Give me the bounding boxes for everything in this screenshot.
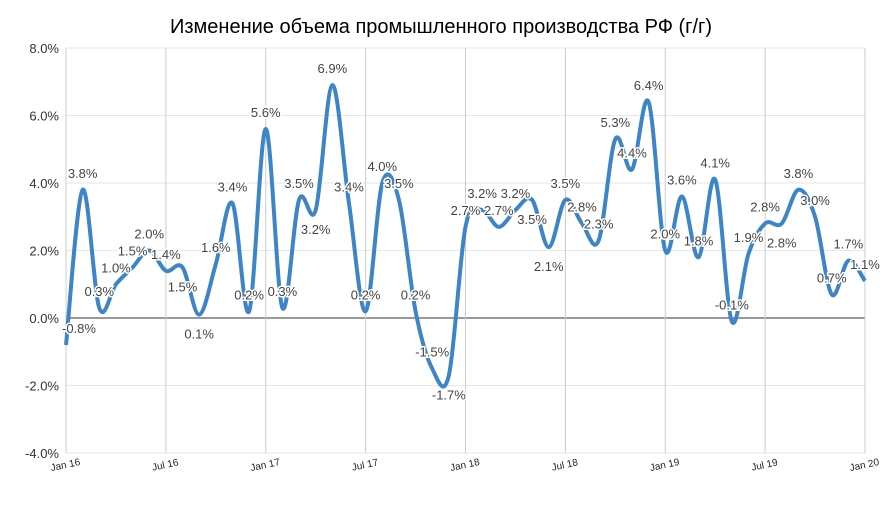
- data-label: 1.6%: [201, 240, 231, 255]
- x-tick-label: Jan 20: [849, 457, 881, 474]
- data-label: 1.5%: [168, 279, 198, 294]
- data-label: 3.2%: [301, 222, 331, 237]
- y-tick-label: 4.0%: [29, 176, 59, 191]
- data-label: 3.4%: [334, 179, 364, 194]
- data-label: 1.0%: [101, 260, 131, 275]
- y-tick-label: 0.0%: [29, 311, 59, 326]
- data-label: 0.3%: [84, 284, 114, 299]
- data-label: 1.8%: [684, 233, 714, 248]
- data-label: 3.8%: [68, 166, 98, 181]
- data-label: 6.9%: [318, 61, 348, 76]
- data-label: 0.2%: [234, 287, 264, 302]
- data-label: 3.5%: [284, 176, 314, 191]
- data-label: 1.9%: [734, 230, 764, 245]
- data-label: 3.0%: [800, 193, 830, 208]
- data-label: 0.3%: [268, 284, 298, 299]
- data-label: -0.1%: [715, 297, 749, 312]
- y-tick-label: 8.0%: [29, 41, 59, 56]
- data-label: 3.8%: [784, 166, 814, 181]
- data-label: 0.1%: [184, 327, 214, 342]
- data-label: 2.1%: [534, 259, 564, 274]
- data-label: 4.1%: [700, 156, 730, 171]
- y-tick-label: -4.0%: [25, 446, 59, 461]
- data-label: 4.0%: [367, 159, 397, 174]
- data-label: 5.3%: [600, 115, 630, 130]
- data-label: 3.5%: [384, 176, 414, 191]
- data-label: -1.7%: [432, 387, 466, 402]
- x-tick-label: Jul 16: [151, 457, 180, 473]
- x-tick-label: Jan 17: [249, 457, 281, 474]
- data-label: 2.3%: [584, 216, 614, 231]
- data-label: 0.2%: [351, 287, 381, 302]
- data-label: 0.7%: [817, 270, 847, 285]
- data-label: 2.0%: [650, 227, 680, 242]
- y-tick-label: 2.0%: [29, 244, 59, 259]
- data-label: 5.6%: [251, 105, 281, 120]
- data-label: 2.7%: [484, 203, 514, 218]
- data-label: 3.2%: [467, 186, 497, 201]
- data-label: 2.8%: [767, 236, 797, 251]
- data-label: 4.4%: [617, 146, 647, 161]
- data-label: 0.2%: [401, 287, 431, 302]
- data-label: 2.0%: [134, 227, 164, 242]
- x-tick-label: Jul 18: [551, 457, 580, 473]
- y-tick-label: -2.0%: [25, 379, 59, 394]
- data-label: 2.8%: [750, 200, 780, 215]
- data-label: 3.5%: [517, 212, 547, 227]
- x-tick-label: Jan 19: [649, 457, 681, 474]
- data-label: 1.4%: [151, 247, 181, 262]
- data-label: 6.4%: [634, 78, 664, 93]
- data-label: 2.7%: [451, 203, 481, 218]
- data-label: 1.5%: [118, 243, 148, 258]
- data-label: 3.5%: [551, 176, 581, 191]
- data-label: -0.8%: [62, 321, 96, 336]
- y-tick-label: 6.0%: [29, 109, 59, 124]
- data-label: 3.4%: [218, 179, 248, 194]
- data-label: 3.2%: [501, 186, 531, 201]
- x-tick-label: Jan 18: [449, 457, 481, 474]
- data-label: 1.1%: [850, 257, 880, 272]
- series-line: [64, 83, 867, 389]
- data-label: 2.8%: [567, 200, 597, 215]
- data-label: -1.5%: [415, 345, 449, 360]
- x-tick-label: Jul 19: [750, 457, 779, 473]
- chart-title: Изменение объема промышленного производс…: [170, 16, 712, 38]
- data-label: 3.6%: [667, 173, 697, 188]
- x-tick-label: Jul 17: [351, 457, 380, 473]
- data-label: 1.7%: [834, 237, 864, 252]
